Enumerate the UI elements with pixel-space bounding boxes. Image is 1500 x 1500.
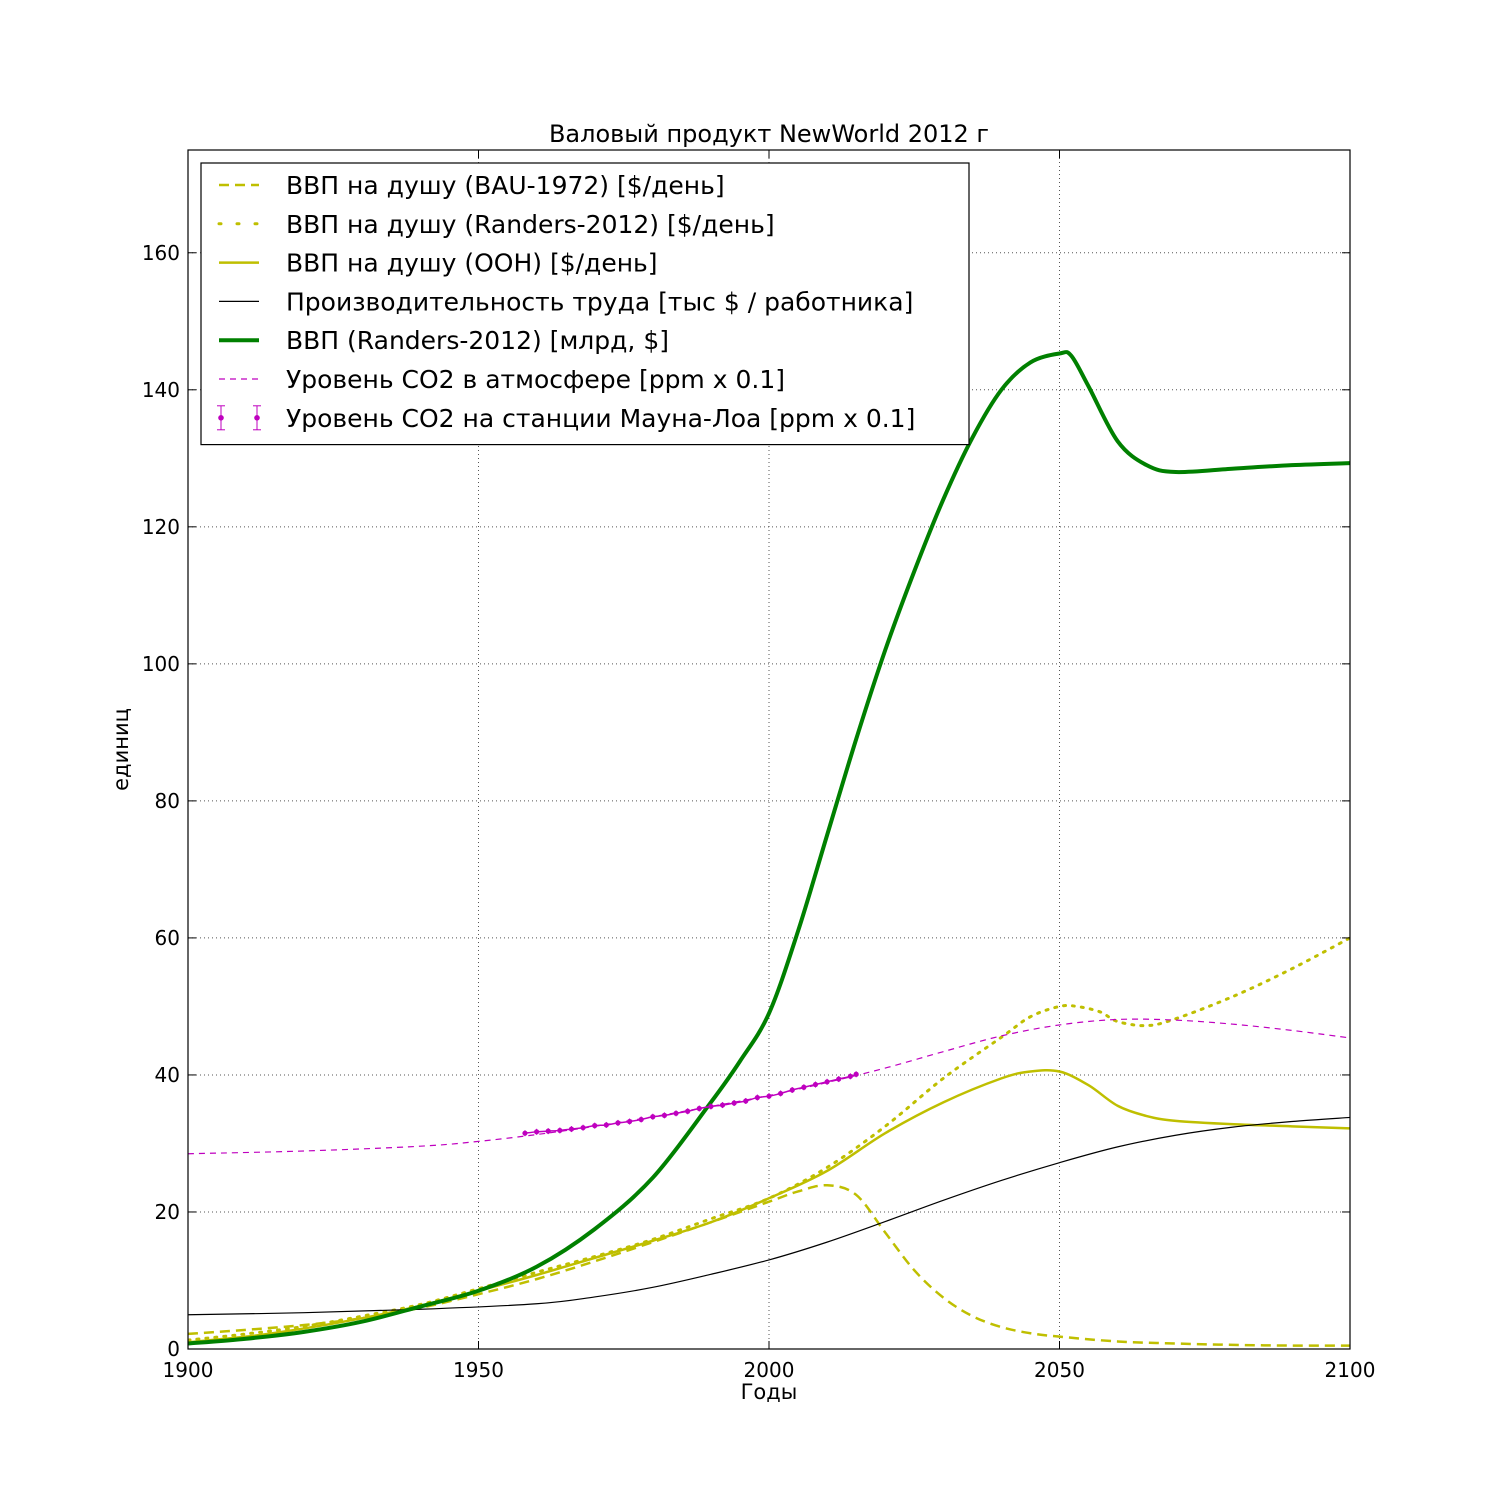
y-axis-label: единиц <box>109 708 133 791</box>
y-tick-label-40: 40 <box>155 1063 180 1087</box>
data-point <box>778 1090 784 1097</box>
data-point <box>824 1079 830 1085</box>
legend-entry: Уровень CO2 на станции Мауна-Лоа [ppm x … <box>217 404 915 433</box>
data-point <box>626 1118 633 1125</box>
y-tick-label-140: 140 <box>142 378 180 402</box>
series-4 <box>188 1116 1350 1316</box>
legend-label: ВВП (Randers-2012) [млрд, $] <box>286 326 669 355</box>
legend-label: Производительность труда [тыс $ / работн… <box>286 287 913 316</box>
chart-title: Валовый продукт NewWorld 2012 г <box>549 120 989 148</box>
data-point <box>754 1094 760 1101</box>
data-point <box>650 1114 656 1120</box>
legend-label: ВВП на душу (Randers-2012) [$/день] <box>286 210 775 239</box>
grid <box>188 150 1350 1349</box>
series-5-line <box>188 350 1350 1346</box>
x-tick-label-1950: 1950 <box>453 1358 504 1382</box>
y-tick-label-20: 20 <box>155 1200 180 1224</box>
y-tick-label-100: 100 <box>142 652 180 676</box>
legend-marker <box>218 415 224 421</box>
series-7 <box>522 1071 859 1137</box>
data-point <box>603 1122 609 1128</box>
y-tick-label-60: 60 <box>155 926 180 950</box>
y-tick-label-160: 160 <box>142 241 180 265</box>
legend-label: ВВП на душу (ООН) [$/день] <box>286 249 658 278</box>
data-point <box>731 1100 737 1106</box>
data-point <box>836 1076 842 1082</box>
data-point <box>592 1123 598 1129</box>
x-tick-label-1900: 1900 <box>163 1358 214 1382</box>
x-axis-label: Годы <box>741 1380 798 1404</box>
data-point <box>568 1126 575 1132</box>
data-point <box>696 1105 702 1112</box>
data-point <box>708 1103 714 1110</box>
data-point <box>557 1127 563 1134</box>
legend-box <box>200 162 970 446</box>
legend-entry: ВВП на душу (ООН) [$/день] <box>219 249 658 278</box>
legend-entry: ВВП (Randers-2012) [млрд, $] <box>219 326 669 355</box>
data-point <box>673 1110 679 1116</box>
x-tick-label-2100: 2100 <box>1325 1358 1376 1382</box>
data-point <box>719 1102 726 1108</box>
data-point <box>801 1084 807 1090</box>
data-point <box>766 1093 772 1099</box>
data-point <box>847 1073 853 1079</box>
legend: ВВП на душу (BAU-1972) [$/день] ВВП на ду… <box>200 162 970 446</box>
data-point <box>522 1130 528 1136</box>
series-4-line <box>188 1116 1350 1316</box>
ticks: 1900 1950 2000 2050 2100 0 20 40 60 80 100 120 140 16… <box>142 150 1376 1382</box>
series-1 <box>188 1183 1350 1347</box>
data-point <box>789 1087 795 1093</box>
data-point <box>685 1108 691 1114</box>
series-5 <box>188 350 1350 1346</box>
y-tick-label-80: 80 <box>155 789 180 813</box>
data-point <box>812 1081 819 1088</box>
legend-label: Уровень CO2 на станции Мауна-Лоа [ppm x … <box>286 404 915 433</box>
data-point <box>638 1116 644 1123</box>
plot-area <box>188 350 1350 1347</box>
legend-entry: ВВП на душу (Randers-2012) [$/день] <box>217 210 775 239</box>
legend-entry: Уровень CO2 в атмосфере [ppm x 0.1] <box>219 365 785 394</box>
y-tick-label-120: 120 <box>142 515 180 539</box>
legend-label: Уровень CO2 в атмосфере [ppm x 0.1] <box>286 365 785 394</box>
data-point <box>661 1112 668 1118</box>
y-tick-label-0: 0 <box>167 1337 180 1361</box>
data-point <box>580 1125 586 1131</box>
legend-label: ВВП на душу (BAU-1972) [$/день] <box>286 171 725 200</box>
legend-entry: ВВП на душу (BAU-1972) [$/день] <box>219 171 725 200</box>
data-point <box>545 1128 551 1134</box>
data-point <box>534 1129 540 1135</box>
legend-marker <box>254 415 260 421</box>
data-point <box>743 1098 749 1104</box>
data-point <box>853 1071 859 1077</box>
data-point <box>615 1120 621 1126</box>
x-tick-label-2000: 2000 <box>744 1358 795 1382</box>
legend-entry: Производительность труда [тыс $ / работн… <box>219 287 913 316</box>
x-tick-label-2050: 2050 <box>1034 1358 1085 1382</box>
series-1-line <box>188 1183 1350 1347</box>
